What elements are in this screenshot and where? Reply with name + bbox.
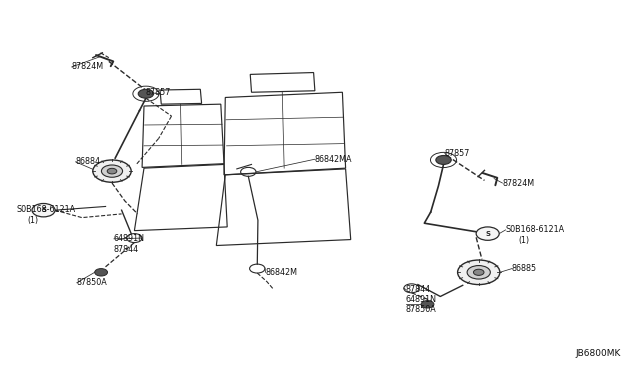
Text: 87850A: 87850A (406, 305, 436, 314)
Text: S0B168-6121A: S0B168-6121A (506, 225, 564, 234)
Text: 86842MA: 86842MA (315, 155, 353, 164)
Circle shape (474, 269, 484, 275)
Text: S0B168-6121A: S0B168-6121A (17, 205, 76, 214)
Text: S: S (485, 231, 490, 237)
Text: 87844: 87844 (406, 285, 431, 294)
Circle shape (108, 168, 116, 174)
Text: 86842M: 86842M (266, 268, 298, 277)
Text: JB6800MK: JB6800MK (575, 349, 621, 358)
Text: S: S (41, 207, 46, 213)
Circle shape (138, 89, 154, 98)
Text: (1): (1) (27, 216, 38, 225)
Circle shape (32, 203, 55, 217)
Text: (1): (1) (518, 236, 529, 245)
Circle shape (93, 160, 131, 182)
Text: 87824M: 87824M (502, 179, 534, 187)
Circle shape (467, 266, 490, 279)
Text: 87857: 87857 (445, 149, 470, 158)
Text: 86884: 86884 (76, 157, 100, 166)
Circle shape (436, 155, 451, 164)
Text: 87857: 87857 (146, 88, 172, 97)
Text: 87850A: 87850A (77, 278, 108, 287)
Circle shape (458, 260, 500, 285)
Text: 64891N: 64891N (114, 234, 145, 243)
Circle shape (476, 227, 499, 240)
Text: 64891N: 64891N (406, 295, 436, 304)
Text: 86885: 86885 (512, 264, 537, 273)
Circle shape (421, 301, 434, 308)
Text: 87824M: 87824M (72, 62, 104, 71)
Circle shape (95, 269, 108, 276)
Circle shape (101, 165, 123, 177)
Text: 87844: 87844 (114, 245, 139, 254)
